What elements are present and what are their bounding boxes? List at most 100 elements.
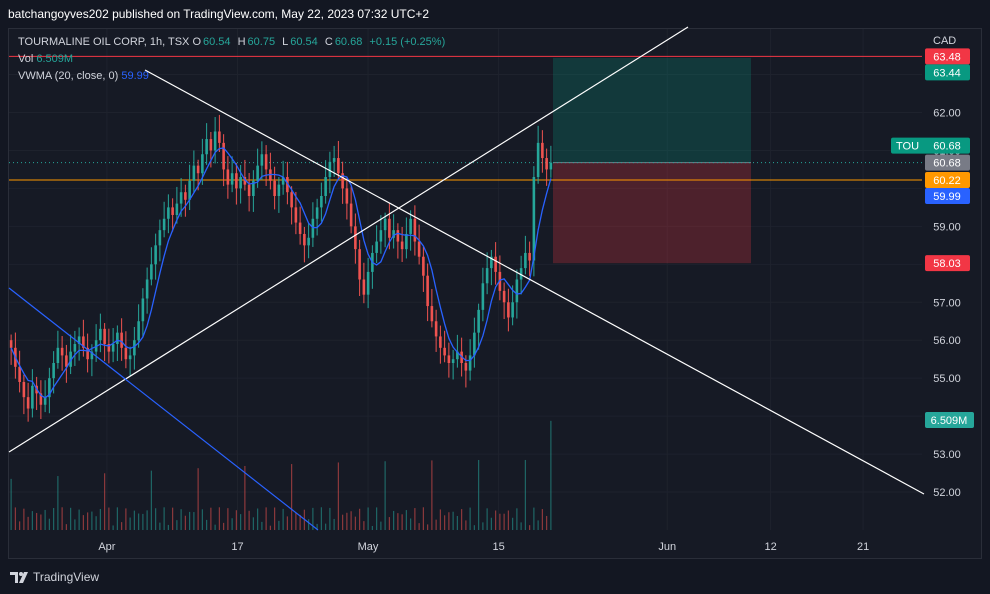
- volume-bar: [537, 520, 539, 530]
- volume-bar: [112, 525, 114, 530]
- candle-body: [341, 173, 344, 189]
- volume-bar: [465, 520, 467, 530]
- candle-body: [154, 245, 157, 265]
- volume-bar: [393, 510, 395, 530]
- x-tick-label: 21: [857, 541, 869, 553]
- candle-body: [545, 158, 548, 170]
- vwma-label[interactable]: VWMA (20, close, 0): [18, 70, 119, 82]
- candle-body: [354, 226, 357, 250]
- volume-bar: [354, 516, 356, 530]
- volume-bar: [108, 507, 110, 530]
- chart-frame[interactable]: [8, 28, 982, 559]
- candle-body: [324, 177, 327, 196]
- x-tick-label: Jun: [658, 541, 676, 553]
- volume-bar: [325, 523, 327, 530]
- low-value: 60.54: [290, 36, 318, 48]
- candle-body: [243, 177, 247, 185]
- volume-bar: [452, 511, 454, 530]
- volume-bar: [87, 512, 89, 530]
- volume-bar: [206, 519, 208, 530]
- volume-bar: [414, 508, 416, 530]
- volume-bar: [461, 509, 463, 530]
- volume-bar: [286, 516, 288, 530]
- candle-body: [99, 328, 102, 341]
- vwma-line: [10, 147, 552, 399]
- candle-body: [332, 158, 336, 162]
- volume-bar: [295, 512, 297, 530]
- volume-bar: [367, 507, 369, 530]
- volume-bar: [388, 517, 390, 530]
- volume-bar: [70, 507, 72, 530]
- volume-bar: [121, 522, 123, 530]
- candle-body: [307, 237, 310, 246]
- volume-bar: [91, 511, 93, 530]
- volume-bar: [53, 508, 55, 530]
- symbol-label[interactable]: TOURMALINE OIL CORP, 1h, TSX: [18, 36, 190, 48]
- candle-body: [235, 173, 238, 189]
- volume-bar: [359, 508, 361, 530]
- volume-bar: [376, 507, 378, 530]
- candle-body: [48, 378, 51, 398]
- volume-bar: [27, 516, 29, 530]
- volume-bar: [512, 517, 514, 530]
- volume-label[interactable]: Vol: [18, 53, 34, 65]
- candle-body: [86, 347, 89, 360]
- price-badge-label: 63.48: [933, 51, 961, 63]
- volume-bar: [350, 511, 352, 530]
- candle-body: [239, 177, 242, 189]
- candle-body: [434, 321, 438, 337]
- candle-body: [417, 241, 421, 257]
- candle-body: [103, 328, 106, 345]
- candle-body: [141, 298, 145, 322]
- candle-body: [111, 344, 115, 352]
- volume-bar: [329, 507, 331, 530]
- volume-bar: [19, 521, 21, 530]
- candle-body: [388, 218, 391, 238]
- candle-body: [77, 336, 81, 345]
- candle-body: [281, 177, 285, 185]
- volume-bar: [78, 509, 80, 530]
- volume-bar: [172, 507, 174, 530]
- low-key: L: [282, 36, 289, 48]
- volume-bar: [133, 510, 135, 530]
- candle-body: [303, 233, 306, 246]
- tradingview-brand[interactable]: TradingView: [33, 570, 100, 584]
- volume-bar: [244, 465, 246, 530]
- candle-body: [366, 271, 370, 295]
- symbol-badge: [891, 137, 970, 154]
- candle-body: [519, 268, 523, 280]
- price-badge: [925, 154, 970, 171]
- candle-body: [379, 230, 383, 242]
- candle-body: [179, 192, 183, 204]
- candle-body: [485, 268, 489, 284]
- price-badge: [925, 188, 970, 205]
- candle-body: [52, 363, 55, 379]
- volume-bar: [363, 521, 365, 530]
- volume-bar: [146, 510, 148, 530]
- open-key: O: [192, 36, 201, 48]
- volume-bar: [473, 525, 475, 530]
- volume-bar: [210, 507, 212, 530]
- candle-body: [473, 332, 476, 356]
- close-key: C: [324, 36, 333, 48]
- tradingview-logo-icon: [10, 572, 28, 583]
- symbol-badge-value: 60.68: [933, 141, 961, 153]
- candle-body: [315, 207, 319, 219]
- candle-body: [192, 165, 196, 181]
- candle-body: [477, 309, 480, 333]
- volume-bar: [516, 508, 518, 530]
- candle-body: [464, 363, 468, 371]
- currency-label[interactable]: CAD: [933, 35, 957, 47]
- candle-body: [337, 158, 340, 174]
- candle-body: [392, 230, 395, 238]
- candle-body: [405, 233, 408, 250]
- volume-bar: [74, 519, 76, 530]
- candle-body: [90, 351, 94, 360]
- volume-bar: [23, 508, 25, 530]
- candle-body: [383, 218, 387, 231]
- volume-bar: [95, 516, 97, 530]
- volume-bar: [541, 509, 543, 530]
- volume-bar: [163, 507, 165, 530]
- candle-body: [247, 184, 251, 196]
